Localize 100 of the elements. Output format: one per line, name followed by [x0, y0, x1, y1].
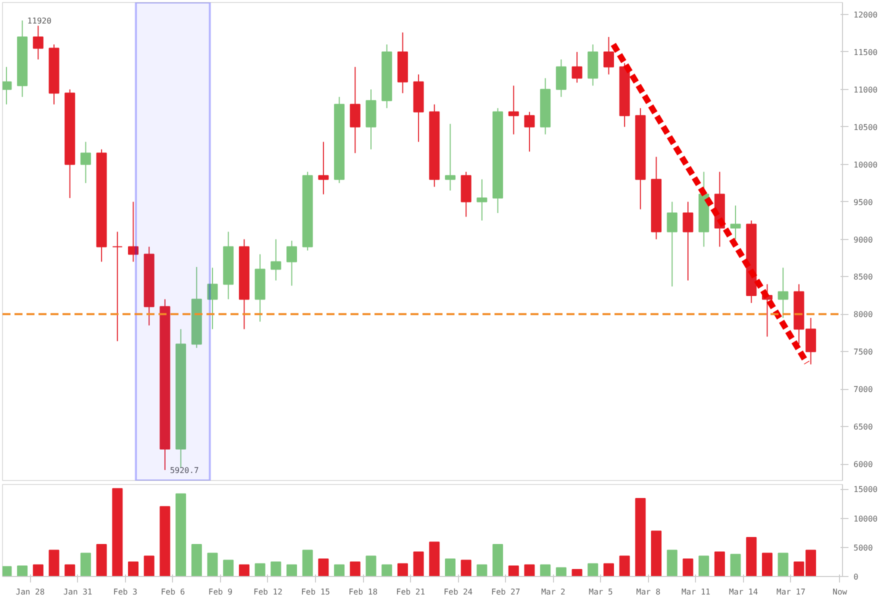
candlestick	[128, 201, 139, 262]
bar	[366, 556, 376, 576]
candlestick	[476, 178, 488, 222]
bar	[80, 552, 91, 576]
y-tick-label: 15000	[854, 485, 878, 494]
candlestick	[32, 25, 44, 60]
bar	[588, 563, 598, 576]
x-tick-label: Feb 24	[444, 588, 473, 596]
bar	[682, 558, 694, 576]
bar	[160, 506, 170, 576]
y-tick-label: 9500	[854, 198, 873, 207]
y-tick-label: 9000	[854, 235, 873, 244]
bar	[32, 564, 44, 576]
bar	[302, 550, 313, 576]
bar	[270, 561, 282, 576]
candlestick	[350, 66, 360, 154]
bar	[176, 493, 186, 576]
candlestick	[112, 231, 123, 342]
bar	[2, 566, 12, 576]
x-tick-label: Now	[832, 588, 848, 596]
bar	[572, 569, 582, 576]
candlestick	[270, 238, 282, 281]
candlestick	[524, 111, 535, 152]
bar	[191, 544, 202, 576]
bar	[397, 563, 408, 576]
y-tick-label: 6500	[854, 422, 873, 432]
bar	[524, 564, 535, 576]
bar	[635, 498, 646, 576]
y-tick-label: 11500	[854, 48, 878, 57]
x-tick-label: Feb 3	[113, 588, 138, 596]
candlestick	[666, 201, 678, 287]
candlestick	[207, 267, 218, 330]
candlestick	[318, 141, 329, 195]
y-tick-label: 6000	[854, 460, 873, 470]
bar	[476, 564, 488, 576]
bar	[254, 563, 266, 576]
y-tick-label: 10500	[854, 122, 878, 132]
annotation: 5920.7	[170, 466, 200, 475]
y-tick-label: 10000	[854, 514, 878, 524]
bar	[746, 536, 757, 576]
bar	[540, 564, 551, 576]
x-tick-label: Mar 17	[776, 588, 806, 596]
bar	[96, 544, 107, 576]
x-tick-label: Feb 6	[160, 588, 186, 596]
bar	[64, 564, 76, 576]
bar	[651, 530, 662, 576]
y-tick-label: 12000	[854, 10, 878, 20]
candlestick	[682, 201, 694, 281]
bar	[492, 544, 504, 576]
x-tick-label: Feb 27	[491, 588, 520, 596]
x-tick-label: Feb 21	[396, 588, 426, 596]
bar	[318, 558, 329, 576]
bar	[730, 554, 741, 576]
bar	[460, 560, 472, 576]
y-tick-label: 8000	[854, 310, 873, 320]
bar	[413, 552, 424, 576]
bar	[223, 560, 234, 576]
y-tick-label: 7000	[854, 385, 873, 394]
bar	[112, 488, 123, 576]
bar	[444, 558, 456, 576]
x-tick-label: Feb 12	[254, 588, 283, 596]
candlestick	[286, 240, 297, 286]
candlestick	[80, 141, 91, 184]
candlestick	[603, 36, 614, 75]
bar	[48, 550, 60, 576]
x-tick-label: Mar 2	[541, 588, 566, 596]
bar	[762, 552, 772, 576]
bar	[17, 566, 28, 576]
x-tick-label: Feb 9	[208, 588, 233, 596]
bar	[207, 552, 218, 576]
bar	[382, 564, 392, 576]
y-tick-label: 0	[854, 572, 858, 582]
candlestick	[778, 267, 788, 318]
bar	[144, 556, 154, 576]
y-tick-label: 11000	[854, 85, 878, 94]
bar	[714, 552, 725, 576]
y-tick-label: 5000	[854, 543, 873, 552]
bar	[556, 567, 566, 576]
candlestick	[2, 66, 12, 105]
x-tick-label: Feb 18	[348, 588, 378, 596]
candlestick	[556, 58, 566, 98]
x-tick-label: Feb 15	[301, 588, 330, 596]
candlestick	[508, 85, 519, 135]
candlestick	[572, 51, 582, 84]
bar	[666, 550, 678, 576]
x-tick-label: Mar 14	[728, 588, 758, 596]
y-tick-label: 10000	[854, 160, 878, 170]
y-tick-label: 8500	[854, 272, 873, 282]
y-tick-label: 7500	[854, 348, 873, 357]
bar	[334, 564, 345, 576]
bar	[350, 561, 360, 576]
candlestick	[444, 123, 456, 192]
bar	[508, 566, 519, 576]
x-tick-label: Mar 8	[636, 588, 661, 596]
x-tick-label: Mar 5	[588, 588, 614, 596]
bar	[603, 563, 614, 576]
bar	[238, 564, 250, 576]
bar	[429, 542, 440, 576]
x-tick-label: Jan 28	[16, 588, 45, 596]
bar	[698, 556, 710, 576]
